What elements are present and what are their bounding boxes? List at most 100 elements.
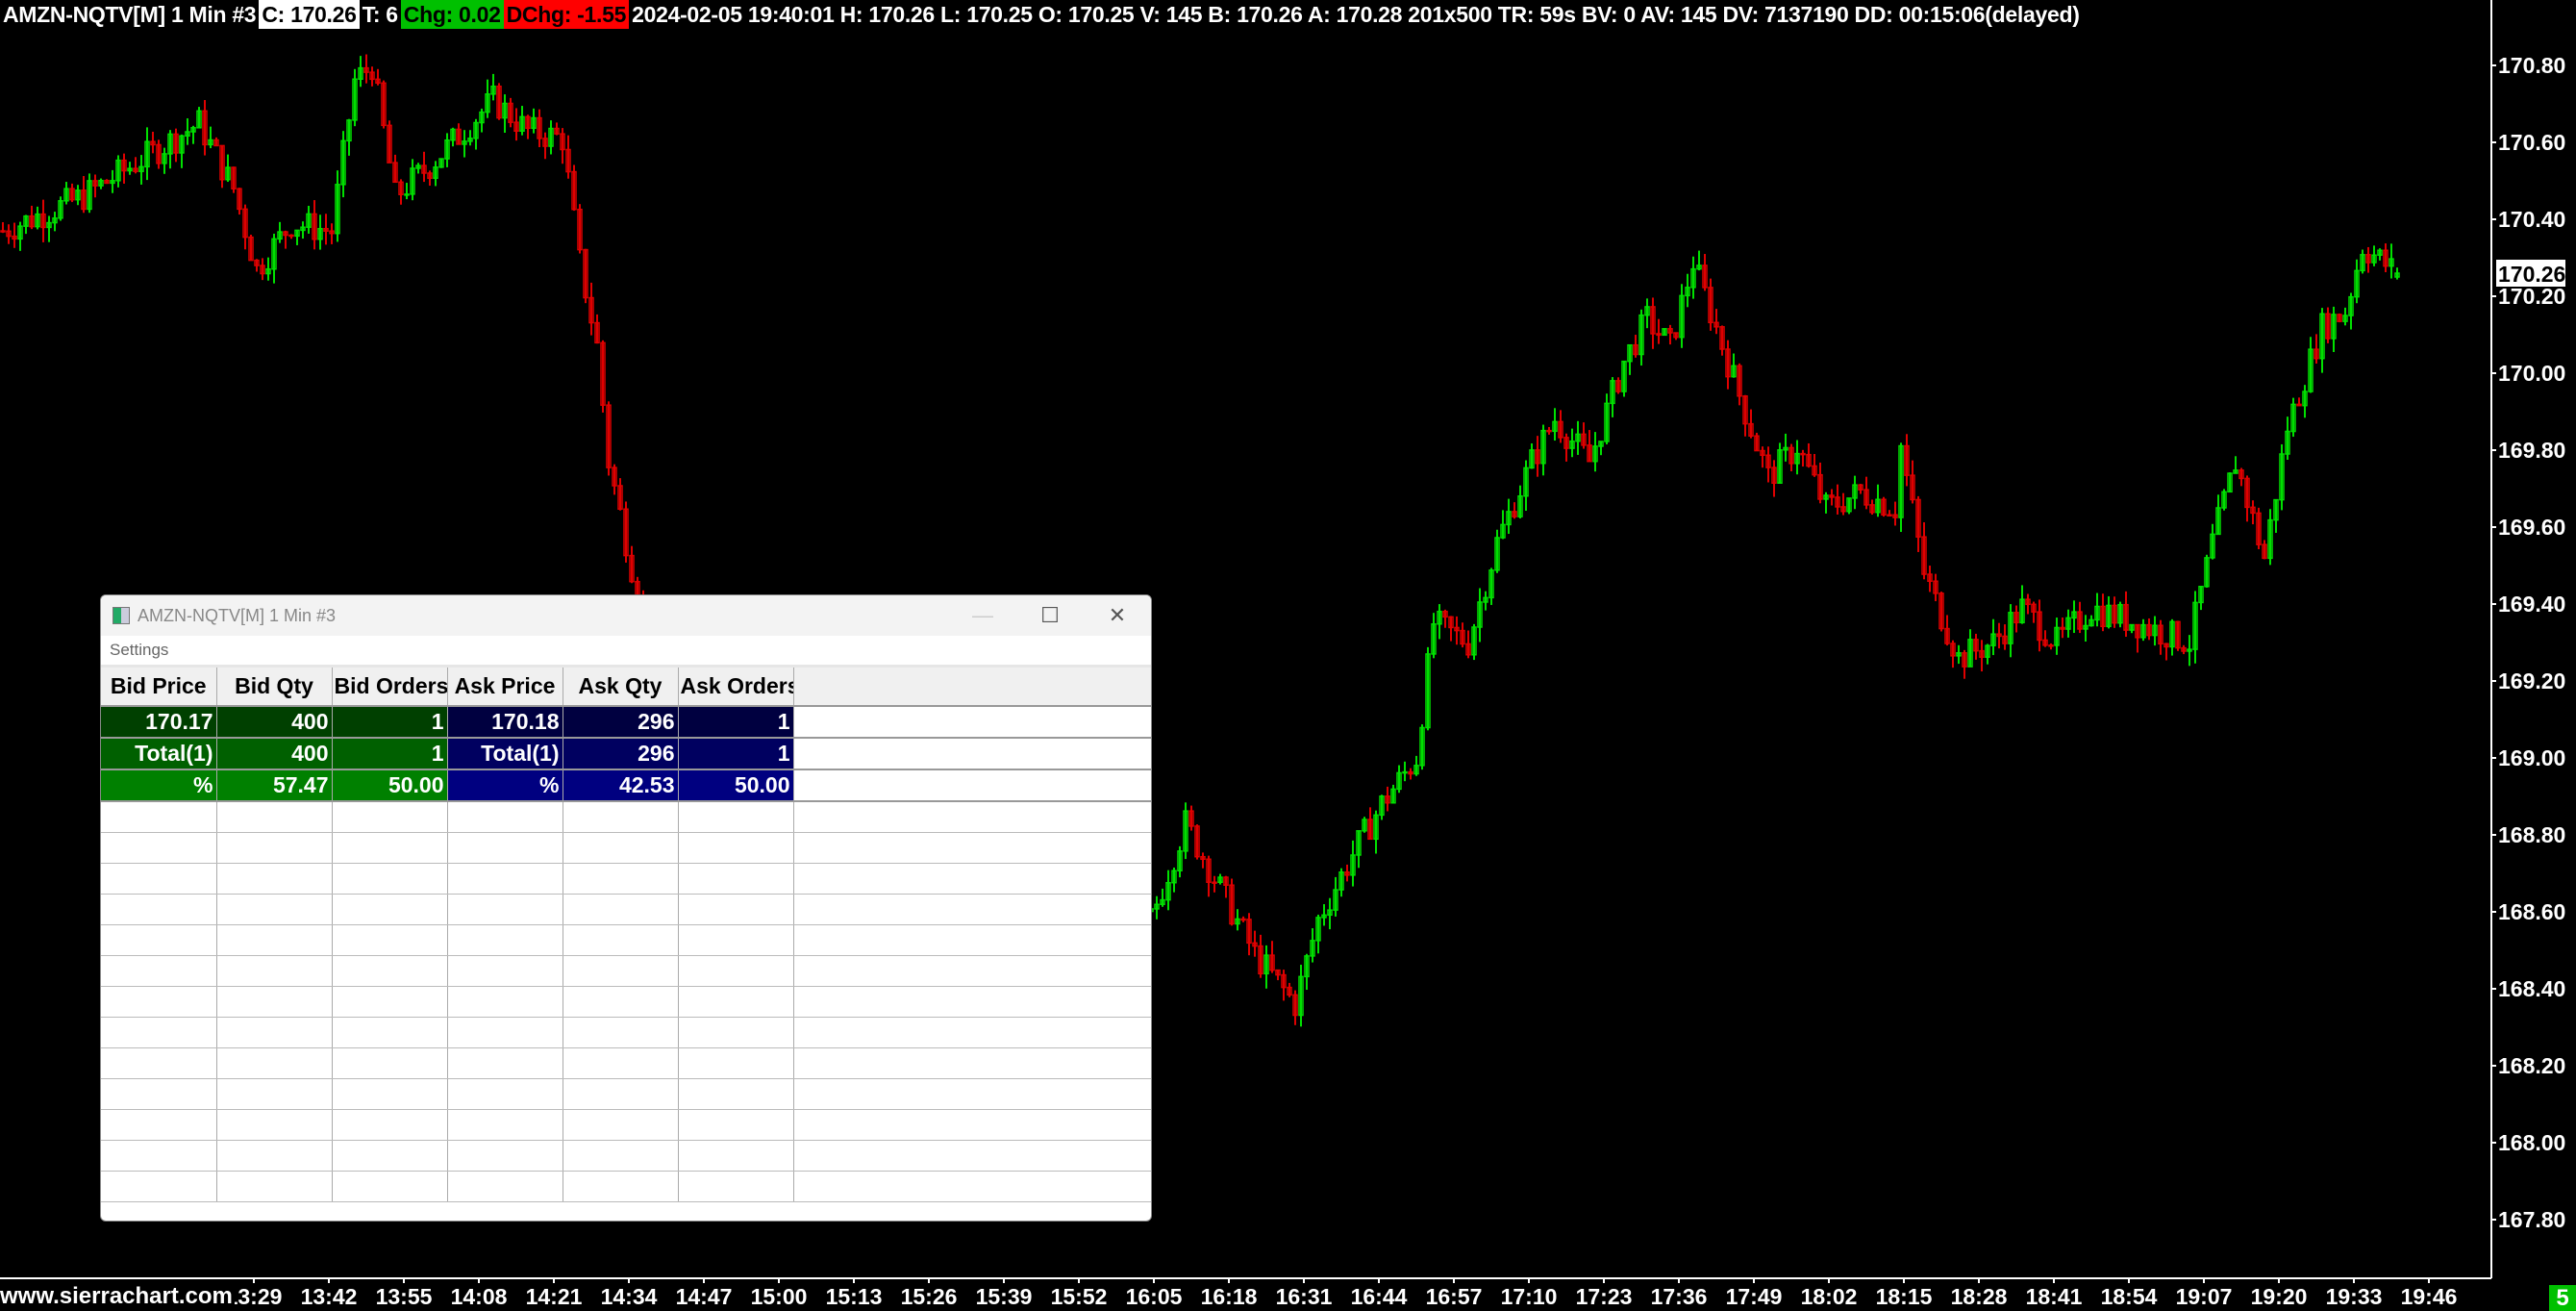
candle-up	[1696, 265, 1702, 270]
empty-cell	[563, 1047, 679, 1079]
candle-up	[277, 231, 283, 240]
status-badge[interactable]: 5	[2549, 1285, 2576, 1311]
candle-up	[271, 238, 277, 270]
empty-cell	[793, 986, 1151, 1018]
candle-up	[1171, 870, 1177, 884]
empty-cell	[101, 1078, 217, 1110]
candle-down	[2250, 506, 2256, 515]
candle-down	[0, 230, 6, 233]
candle-up	[2221, 491, 2227, 509]
candle-up	[410, 167, 415, 195]
candle-down	[1944, 627, 1950, 644]
empty-cell	[216, 863, 333, 895]
market-depth-window[interactable]: AMZN-NQTV[M] 1 Min #3 — ☐ ✕ Settings Bid…	[100, 594, 1152, 1222]
candle-down	[1448, 616, 1454, 629]
candle-up	[2071, 611, 2077, 619]
candle-down	[1460, 629, 1465, 645]
minimize-button[interactable]: —	[972, 603, 993, 627]
candle-up	[2233, 469, 2238, 474]
candle-up	[1235, 918, 1240, 925]
candle-up	[2140, 623, 2146, 639]
depth-row[interactable]: 170.17 400 1 170.18 296 1	[101, 706, 1151, 739]
symbol-label: AMZN-NQTV[M] 1 Min #3	[3, 2, 257, 27]
candle-up	[185, 131, 190, 138]
candle-up	[58, 200, 63, 219]
candle-down	[29, 214, 35, 228]
window-titlebar[interactable]: AMZN-NQTV[M] 1 Min #3 — ☐ ✕	[101, 595, 1151, 636]
depth-row[interactable]: % 57.47 50.00% 42.53 50.00	[101, 769, 1151, 802]
candle-up	[2388, 258, 2394, 267]
candle-down	[2158, 624, 2163, 645]
candle-up	[2377, 249, 2383, 256]
depth-cell: Total(1)	[447, 738, 563, 770]
candle-down	[12, 235, 17, 240]
empty-cell	[678, 1017, 794, 1048]
candle-down	[1633, 343, 1638, 356]
column-header[interactable]: Ask Orders	[678, 665, 794, 707]
candle-up	[1529, 449, 1535, 469]
candle-down	[1800, 452, 1806, 456]
candle-up	[2267, 518, 2273, 560]
depth-cell: 1	[332, 738, 448, 770]
empty-cell	[332, 1047, 448, 1079]
close-button[interactable]: ✕	[1108, 603, 1127, 627]
empty-row	[101, 1140, 1151, 1172]
time-tick-label: 18:54	[2101, 1284, 2158, 1309]
change-value: Chg: 0.02	[400, 0, 504, 29]
candle-up	[1644, 306, 1650, 316]
candle-up	[52, 217, 58, 224]
maximize-button[interactable]: ☐	[1040, 603, 1060, 627]
empty-cell	[101, 986, 217, 1018]
candle-up	[306, 213, 312, 228]
empty-cell	[793, 1078, 1151, 1110]
candle-down	[600, 341, 606, 406]
candle-up	[1604, 402, 1610, 442]
empty-cell	[678, 801, 794, 833]
empty-cell	[678, 1078, 794, 1110]
candle-down	[1702, 265, 1708, 289]
depth-row[interactable]: Total(1) 400 1 Total(1) 296 1	[101, 738, 1151, 770]
current-price-label: 170.26	[2498, 262, 2565, 287]
candle-up	[110, 180, 115, 185]
candle-down	[2244, 477, 2250, 509]
candle-down	[121, 159, 127, 172]
candle-down	[1650, 306, 1656, 335]
candle-up	[1362, 819, 1367, 832]
column-header[interactable]: Bid Price	[101, 665, 217, 707]
candle-down	[427, 172, 433, 180]
empty-cell	[793, 1109, 1151, 1141]
candle-up	[2308, 348, 2313, 392]
price-tick-label: 169.00	[2498, 745, 2565, 770]
candle-up	[2215, 507, 2221, 536]
empty-cell	[216, 1171, 333, 1202]
candle-up	[144, 140, 150, 168]
candle-down	[1725, 348, 1731, 378]
candle-up	[1310, 940, 1315, 957]
column-header[interactable]: Ask Qty	[563, 665, 679, 707]
candle-down	[1829, 494, 1835, 498]
candle-down	[513, 121, 519, 132]
candle-up	[1685, 287, 1690, 297]
candle-down	[156, 143, 162, 164]
candle-down	[456, 128, 462, 145]
candle-down	[2313, 348, 2319, 360]
candle-up	[352, 78, 358, 121]
candle-up	[1500, 523, 1506, 539]
column-header[interactable]: Bid Orders	[332, 665, 448, 707]
candle-down	[2256, 512, 2262, 545]
candle-down	[583, 248, 588, 299]
candle-down	[2002, 635, 2008, 644]
empty-cell	[101, 1109, 217, 1141]
column-header[interactable]: Bid Qty	[216, 665, 333, 707]
column-header-empty	[793, 665, 1151, 707]
depth-table: Bid Price Bid Qty Bid Orders Ask Price Ask Q…	[101, 665, 1151, 1202]
empty-cell	[101, 1047, 217, 1079]
candle-up	[444, 139, 450, 160]
empty-cell	[101, 863, 217, 895]
candle-up	[1967, 639, 1973, 668]
menu-settings[interactable]: Settings	[101, 636, 1151, 665]
column-header[interactable]: Ask Price	[447, 665, 563, 707]
price-tick-label: 168.00	[2498, 1130, 2565, 1155]
website-link[interactable]: www.sierrachart.com	[0, 1282, 235, 1311]
candle-up	[190, 127, 196, 133]
